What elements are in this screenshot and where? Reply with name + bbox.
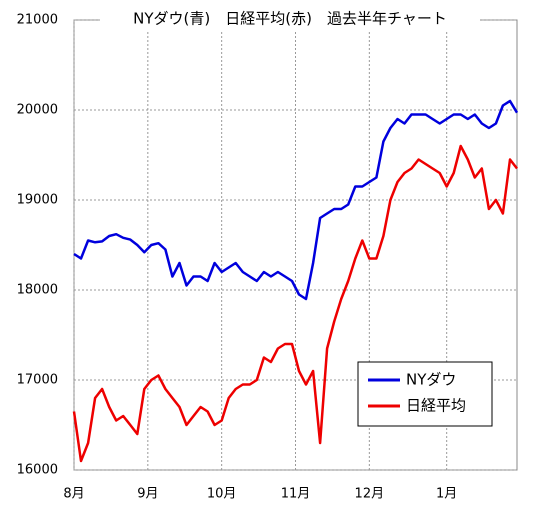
data-line bbox=[72, 144, 518, 463]
x-tick-label: 10月 bbox=[207, 487, 237, 502]
legend-label: NYダウ bbox=[406, 371, 456, 389]
y-tick-label: 21000 bbox=[17, 13, 58, 28]
data-line bbox=[73, 99, 519, 301]
title-background bbox=[100, 8, 480, 30]
y-tick-label: 19000 bbox=[17, 193, 58, 208]
y-tick-label: 16000 bbox=[17, 463, 58, 478]
legend-label: 日経平均 bbox=[406, 397, 466, 415]
chart-title: NYダウ(青) 日経平均(赤) 過去半年チャート bbox=[133, 10, 447, 28]
y-tick-label: 17000 bbox=[17, 373, 58, 388]
x-tick-label: 9月 bbox=[137, 487, 158, 502]
legend-box bbox=[357, 361, 493, 427]
x-tick-label: 12月 bbox=[355, 487, 385, 502]
y-tick-label: 18000 bbox=[17, 283, 58, 298]
x-tick-label: 11月 bbox=[281, 487, 311, 502]
y-tick-label: 20000 bbox=[17, 103, 58, 118]
x-tick-label: 8月 bbox=[63, 487, 84, 502]
x-tick-label: 1月 bbox=[436, 487, 457, 502]
